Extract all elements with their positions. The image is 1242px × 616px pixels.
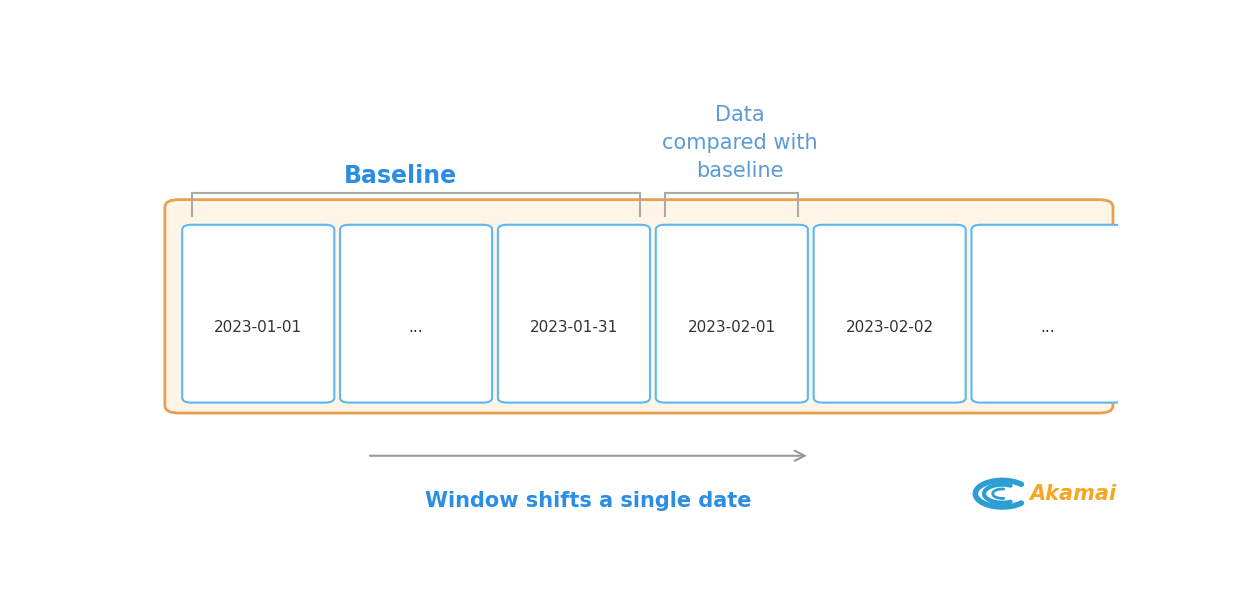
Text: ...: ... — [1041, 320, 1054, 334]
Text: 2023-02-01: 2023-02-01 — [688, 320, 776, 334]
FancyBboxPatch shape — [971, 225, 1124, 403]
Text: 2023-01-01: 2023-01-01 — [214, 320, 302, 334]
Text: ...: ... — [409, 320, 424, 334]
Text: Akamai: Akamai — [1030, 484, 1117, 504]
FancyBboxPatch shape — [340, 225, 492, 403]
FancyBboxPatch shape — [165, 200, 1113, 413]
FancyBboxPatch shape — [814, 225, 966, 403]
FancyBboxPatch shape — [183, 225, 334, 403]
Text: 2023-01-31: 2023-01-31 — [530, 320, 619, 334]
Text: Data
compared with
baseline: Data compared with baseline — [662, 105, 817, 180]
Text: Baseline: Baseline — [344, 164, 457, 188]
FancyBboxPatch shape — [656, 225, 807, 403]
FancyBboxPatch shape — [498, 225, 650, 403]
Text: Window shifts a single date: Window shifts a single date — [425, 491, 751, 511]
Text: 2023-02-02: 2023-02-02 — [846, 320, 934, 334]
